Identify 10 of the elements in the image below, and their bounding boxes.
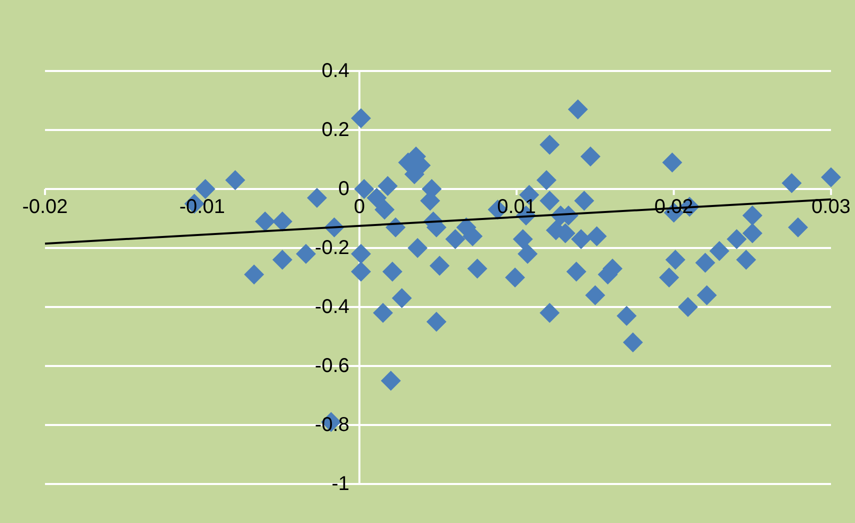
x-tick-label: 0 <box>354 196 365 218</box>
y-tick-label: 0.2 <box>322 119 350 141</box>
x-tick-label: 0.03 <box>812 196 850 218</box>
y-tick-label: 0.4 <box>322 60 350 82</box>
y-tick-label: -0.4 <box>314 296 350 318</box>
y-tick-label: -0.2 <box>314 237 350 259</box>
y-tick-label: -0.6 <box>314 355 350 377</box>
x-tick-label: -0.02 <box>22 196 68 218</box>
y-tick-label: 0 <box>338 178 350 200</box>
y-tick-label: -1 <box>332 473 350 495</box>
